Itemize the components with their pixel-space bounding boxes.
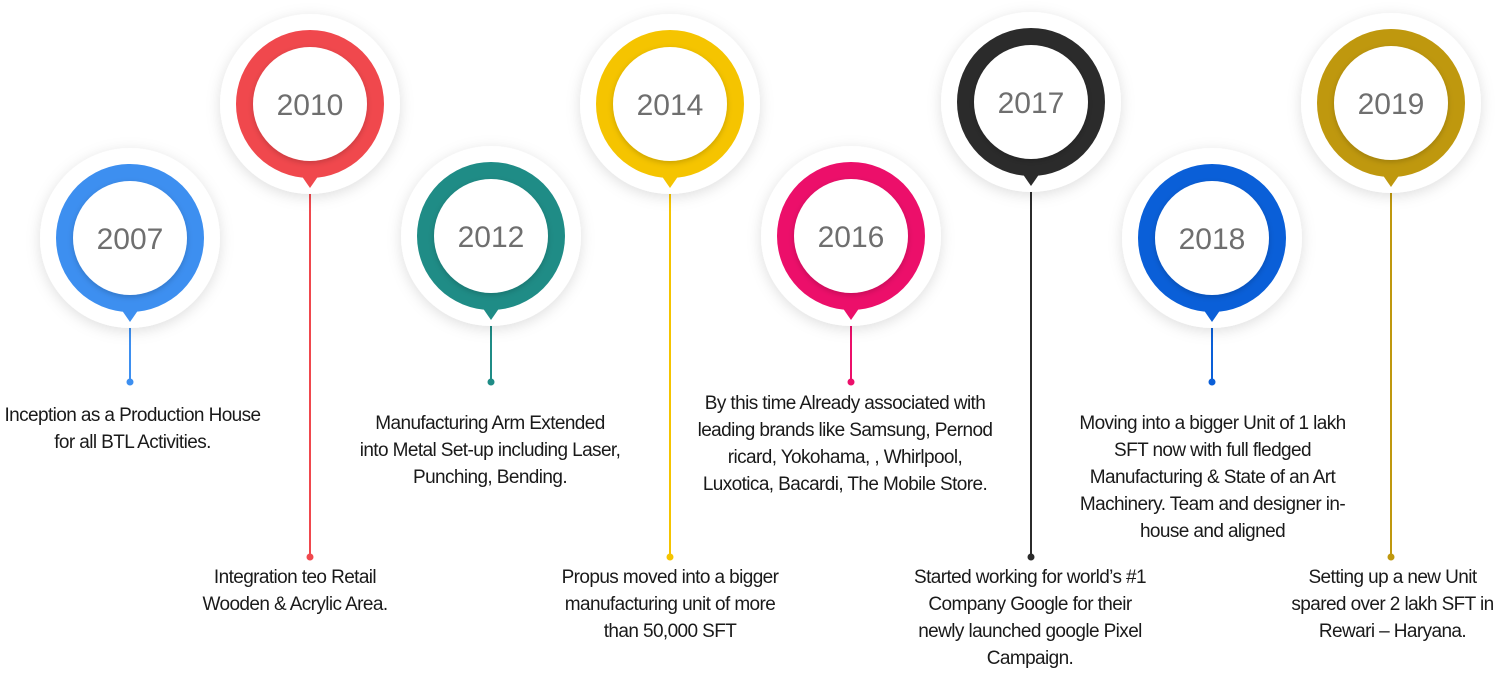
milestone-2019-year: 2019: [1358, 88, 1425, 121]
milestone-2012-connector: [487, 320, 495, 386]
milestone-2007-connector: [126, 322, 134, 386]
milestone-2017-description: Started working for world’s #1 Company G…: [914, 567, 1147, 669]
milestone-2016-year: 2016: [818, 221, 885, 254]
milestone-2017-badge: 2017: [941, 12, 1121, 192]
milestone-2014-connector: [666, 188, 674, 561]
milestone-2016-description: By this time Already associated with lea…: [697, 393, 993, 495]
milestone-2016-connector: [847, 320, 855, 386]
milestone-2010-description: Integration teo Retail Wooden & Acrylic …: [202, 567, 389, 615]
milestone-2007-description: Inception as a Production House for all …: [4, 405, 261, 453]
milestone-2014-badge: 2014: [580, 14, 760, 194]
milestone-2010-year: 2010: [277, 89, 344, 122]
milestone-2012-year: 2012: [458, 221, 525, 254]
milestone-2010-badge: 2010: [220, 14, 400, 194]
milestone-2016-badge: 2016: [761, 146, 941, 326]
milestone-2018-connector: [1208, 322, 1216, 386]
milestone-2014-description: Propus moved into a bigger manufacturing…: [561, 567, 779, 642]
milestone-2018-badge: 2018: [1122, 148, 1302, 328]
milestone-2019-description: Setting up a new Unit spared over 2 lakh…: [1291, 567, 1494, 642]
milestone-2017-connector: [1027, 186, 1035, 561]
milestone-2010-connector: [306, 188, 314, 561]
milestone-2017-year: 2017: [998, 87, 1065, 120]
milestone-2018-year: 2018: [1179, 223, 1246, 256]
milestone-2012-badge: 2012: [401, 146, 581, 326]
milestone-2012-description: Manufacturing Arm Extended into Metal Se…: [359, 413, 621, 488]
milestone-2014-year: 2014: [637, 89, 704, 122]
milestone-2019-badge: 2019: [1301, 13, 1481, 193]
milestone-2019-connector: [1387, 187, 1395, 561]
milestone-2007-badge: 2007: [40, 148, 220, 328]
milestone-2007-year: 2007: [97, 223, 164, 256]
milestone-2018-description: Moving into a bigger Unit of 1 lakh SFT …: [1079, 413, 1346, 542]
